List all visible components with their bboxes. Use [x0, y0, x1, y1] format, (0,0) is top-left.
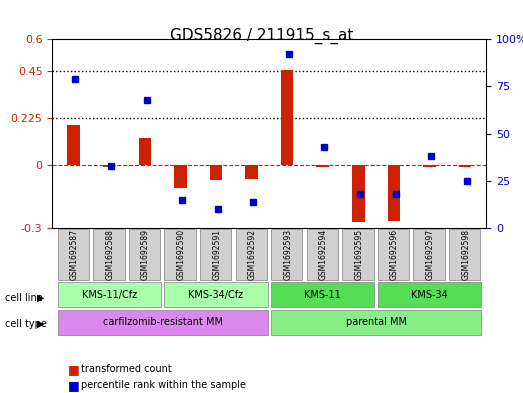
- FancyBboxPatch shape: [271, 282, 374, 307]
- Bar: [388, 165, 400, 220]
- FancyBboxPatch shape: [93, 229, 124, 280]
- Text: KMS-11/Cfz: KMS-11/Cfz: [82, 290, 137, 300]
- Text: GSM1692593: GSM1692593: [283, 229, 292, 280]
- Text: GSM1692595: GSM1692595: [355, 229, 363, 280]
- Text: transformed count: transformed count: [81, 364, 172, 375]
- FancyBboxPatch shape: [306, 229, 338, 280]
- Bar: [281, 70, 293, 165]
- FancyBboxPatch shape: [58, 282, 161, 307]
- FancyBboxPatch shape: [58, 229, 89, 280]
- Text: cell line: cell line: [5, 293, 43, 303]
- Text: ▶: ▶: [37, 319, 44, 329]
- Text: GSM1692592: GSM1692592: [248, 229, 257, 280]
- FancyBboxPatch shape: [271, 310, 481, 334]
- FancyBboxPatch shape: [378, 282, 481, 307]
- Text: parental MM: parental MM: [346, 317, 406, 327]
- Text: ■: ■: [68, 378, 79, 392]
- Text: KMS-11: KMS-11: [304, 290, 341, 300]
- FancyBboxPatch shape: [129, 229, 160, 280]
- FancyBboxPatch shape: [271, 229, 302, 280]
- Bar: [174, 165, 187, 188]
- FancyBboxPatch shape: [58, 310, 268, 334]
- Bar: [423, 165, 436, 167]
- Text: percentile rank within the sample: percentile rank within the sample: [81, 380, 246, 390]
- Text: GSM1692596: GSM1692596: [390, 229, 399, 280]
- FancyBboxPatch shape: [378, 229, 409, 280]
- Bar: [139, 138, 151, 165]
- FancyBboxPatch shape: [449, 229, 480, 280]
- Text: ▶: ▶: [37, 293, 44, 303]
- Text: GSM1692591: GSM1692591: [212, 229, 221, 280]
- Bar: [316, 165, 329, 167]
- Text: GSM1692587: GSM1692587: [70, 229, 79, 280]
- Text: KMS-34/Cfz: KMS-34/Cfz: [188, 290, 244, 300]
- Text: GSM1692588: GSM1692588: [106, 229, 115, 280]
- FancyBboxPatch shape: [414, 229, 445, 280]
- Text: KMS-34: KMS-34: [411, 290, 448, 300]
- Bar: [210, 165, 222, 180]
- Bar: [459, 165, 471, 167]
- Bar: [67, 125, 80, 165]
- Text: carfilzomib-resistant MM: carfilzomib-resistant MM: [103, 317, 223, 327]
- Text: ■: ■: [68, 363, 79, 376]
- FancyBboxPatch shape: [342, 229, 373, 280]
- FancyBboxPatch shape: [200, 229, 231, 280]
- Text: cell type: cell type: [5, 319, 47, 329]
- Text: GDS5826 / 211915_s_at: GDS5826 / 211915_s_at: [170, 28, 353, 44]
- Text: GSM1692590: GSM1692590: [177, 229, 186, 280]
- Text: GSM1692594: GSM1692594: [319, 229, 328, 280]
- FancyBboxPatch shape: [164, 229, 196, 280]
- Text: GSM1692597: GSM1692597: [426, 229, 435, 280]
- FancyBboxPatch shape: [164, 282, 268, 307]
- Text: GSM1692589: GSM1692589: [141, 229, 150, 280]
- FancyBboxPatch shape: [235, 229, 267, 280]
- Text: GSM1692598: GSM1692598: [461, 229, 470, 280]
- Bar: [352, 165, 365, 222]
- Bar: [103, 165, 116, 167]
- Bar: [245, 165, 258, 179]
